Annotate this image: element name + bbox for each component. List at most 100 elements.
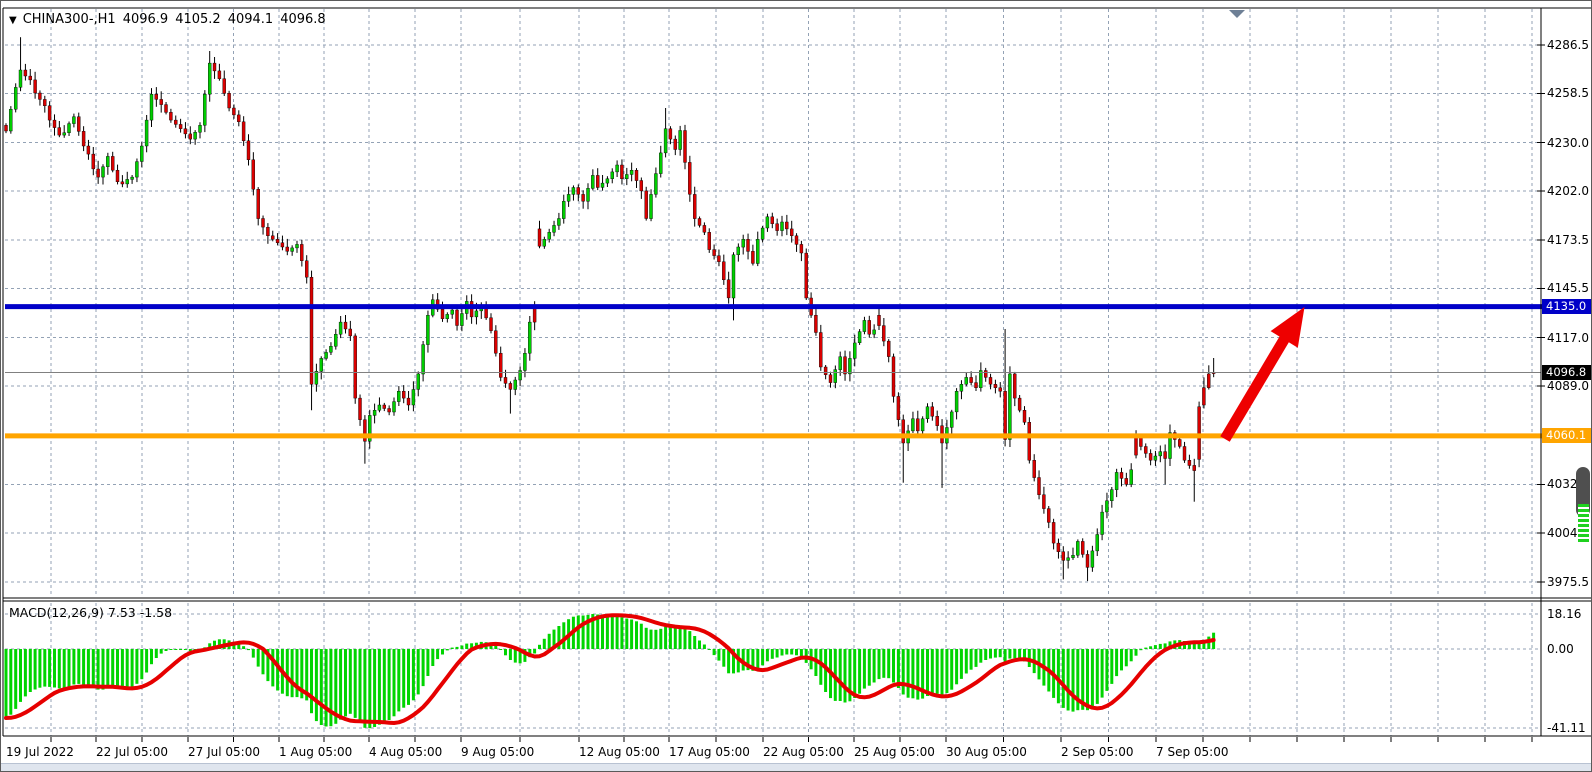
bull-candle: [838, 356, 842, 370]
bull-candle: [765, 216, 770, 229]
macd-bar: [494, 646, 498, 649]
current-price-tag: 4096.8: [1542, 364, 1591, 380]
bear-candle: [581, 194, 585, 202]
bull-candle: [426, 315, 430, 345]
bear-candle: [1022, 410, 1027, 423]
price-axis-label: 4117.0: [1547, 330, 1589, 345]
macd-bar: [9, 649, 13, 715]
macd-bar: [964, 649, 968, 674]
macd-bar: [916, 649, 920, 700]
bear-candle: [1027, 422, 1032, 461]
macd-bar: [1018, 649, 1022, 660]
bull-candle: [1095, 534, 1100, 552]
bear-candle: [935, 416, 939, 426]
time-axis-label: 4 Aug 05:00: [369, 745, 443, 759]
macd-bar: [57, 649, 61, 689]
macd-signal-line: [4, 613, 1216, 725]
bear-candle: [387, 408, 391, 413]
bull-candle: [513, 379, 517, 390]
bear-candle: [120, 181, 125, 185]
macd-bar: [271, 649, 275, 687]
bull-candle: [649, 194, 653, 219]
bear-candle: [348, 328, 352, 337]
macd-bar: [154, 649, 158, 658]
macd-bar: [213, 640, 216, 649]
bull-candle: [13, 87, 18, 110]
bear-candle: [688, 162, 692, 195]
macd-bar: [732, 649, 735, 674]
macd-bar: [882, 649, 886, 678]
symbol-dropdown-icon[interactable]: ▼: [9, 15, 17, 26]
bear-candle: [440, 309, 445, 319]
bear-candle: [673, 138, 677, 150]
macd-bar: [998, 649, 1002, 658]
bear-candle: [256, 188, 260, 219]
bear-candle: [174, 119, 178, 125]
bull-candle: [911, 418, 915, 432]
macd-bar: [91, 649, 95, 688]
macd-bar: [344, 649, 347, 717]
bull-candle: [964, 377, 968, 385]
macd-bar: [770, 649, 774, 659]
bull-candle: [198, 125, 202, 133]
macd-bar: [843, 649, 847, 703]
bull-candle: [542, 239, 546, 247]
macd-bar: [416, 649, 420, 695]
trend-arrow-head[interactable]: [1270, 307, 1305, 348]
bull-candle: [474, 310, 479, 318]
bear-candle: [1061, 551, 1066, 561]
bear-candle: [154, 93, 159, 100]
bear-candle: [1051, 522, 1056, 544]
bull-candle: [1090, 550, 1095, 568]
macd-bar: [1013, 649, 1017, 659]
macd-bar: [523, 649, 527, 662]
bear-candle: [804, 252, 808, 299]
bull-candle: [445, 314, 449, 319]
ohlc-header: ▼ CHINA300-,H1 4096.9 4105.2 4094.1 4096.8: [9, 12, 333, 27]
bear-candle: [998, 387, 1002, 392]
macd-bar: [688, 631, 692, 649]
bull-candle: [1168, 432, 1172, 459]
bear-candle: [775, 223, 779, 231]
bear-candle: [896, 396, 901, 420]
macd-bar: [247, 649, 250, 651]
macd-bar: [1081, 649, 1085, 710]
macd-bar: [411, 649, 415, 701]
bull-candle: [149, 93, 154, 121]
macd-bar: [285, 649, 289, 697]
macd-bar: [785, 649, 789, 655]
macd-bar: [1110, 649, 1114, 684]
macd-bar: [324, 649, 328, 727]
macd-bar: [67, 649, 71, 687]
macd-bar: [659, 628, 663, 649]
bull-candle: [756, 239, 760, 264]
bear-candle: [178, 124, 183, 129]
macd-bar: [1003, 649, 1007, 663]
bull-candle: [9, 108, 13, 132]
trend-arrow-shaft[interactable]: [1220, 335, 1290, 442]
bear-candle: [717, 255, 721, 262]
macd-bar: [775, 649, 779, 658]
bull-candle: [372, 410, 377, 416]
macd-bar: [581, 615, 585, 649]
bear-candle: [823, 366, 828, 376]
macd-bar: [1168, 641, 1172, 649]
macd-bar: [377, 649, 381, 725]
macd-bar: [872, 649, 876, 683]
macd-bar: [673, 626, 677, 649]
macd-bar: [62, 649, 66, 689]
bear-candle: [746, 239, 750, 252]
bull-candle: [460, 313, 464, 326]
macd-bar: [397, 649, 401, 712]
bear-candle: [683, 130, 687, 163]
bull-candle: [518, 370, 522, 381]
macd-bar: [741, 649, 745, 671]
bull-candle: [411, 389, 416, 406]
bear-candle: [770, 216, 774, 224]
bear-candle: [246, 140, 251, 161]
bear-candle: [882, 325, 886, 342]
bear-candle: [1037, 477, 1041, 495]
bull-candle: [319, 358, 323, 372]
macd-bar: [130, 649, 134, 687]
